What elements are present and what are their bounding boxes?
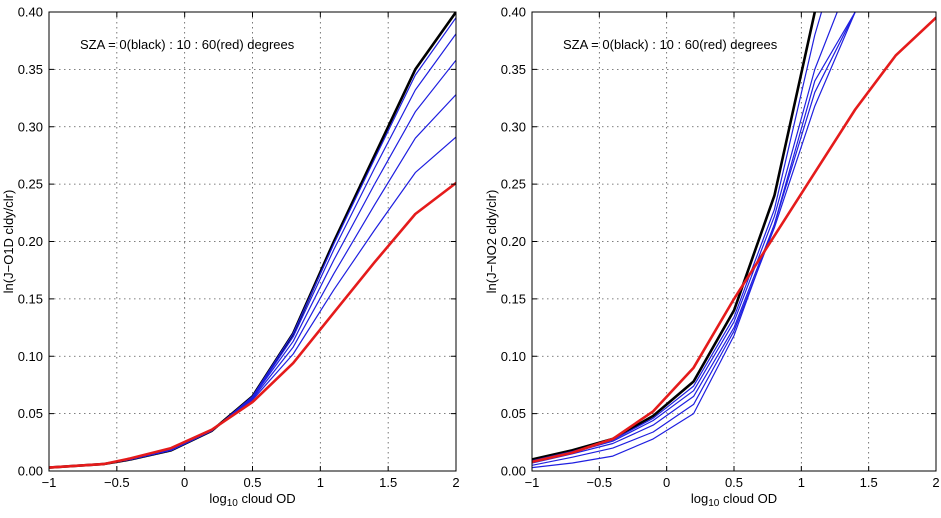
x-tick-label: 2: [932, 475, 939, 490]
x-tick-label: 1: [798, 475, 805, 490]
annotation-text: SZA = 0(black) : 10 : 60(red) degrees: [80, 37, 295, 52]
x-tick-label: 0: [181, 475, 188, 490]
y-tick-label: 0.30: [501, 119, 526, 134]
x-axis-label: log10 cloud OD: [209, 491, 295, 509]
y-axis-label: ln(J−O1D cldy/clr): [1, 190, 16, 294]
x-tick-label: 0.5: [725, 475, 743, 490]
series-line: [532, 12, 856, 469]
annotation-text: SZA = 0(black) : 10 : 60(red) degrees: [563, 37, 778, 52]
y-tick-label: 0.30: [18, 119, 43, 134]
y-tick-label: 0.05: [501, 406, 526, 421]
x-tick-label: −1: [42, 475, 57, 490]
x-tick-label: 2: [452, 475, 459, 490]
x-tick-label: −0.5: [104, 475, 130, 490]
y-tick-label: 0.15: [18, 291, 43, 306]
x-axis-label: log10 cloud OD: [691, 491, 777, 509]
series-line: [532, 12, 817, 461]
y-tick-label: 0.00: [18, 464, 43, 479]
series-line: [49, 181, 456, 469]
y-tick-label: 0.20: [501, 234, 526, 249]
chart-panel-right: −1 −0.5 0 0.5 1 1.5 2 0.00 0.05 0.10 0.15 0.20 0.25 0…: [484, 5, 940, 510]
series-line: [532, 12, 856, 466]
x-tick-label: 0: [663, 475, 670, 490]
series-group: [49, 12, 456, 469]
series-line: [532, 16, 936, 464]
x-tick-label: 1.5: [860, 475, 878, 490]
x-tick-label: −0.5: [586, 475, 612, 490]
x-tick-label: −1: [525, 475, 540, 490]
x-tick-label: 1: [317, 475, 324, 490]
y-tick-label: 0.35: [18, 62, 43, 77]
y-tick-label: 0.40: [18, 5, 43, 20]
series-group: [532, 12, 936, 469]
y-tick-label: 0.25: [18, 177, 43, 192]
y-tick-label: 0.00: [501, 464, 526, 479]
y-tick-label: 0.40: [501, 5, 526, 20]
y-tick-label: 0.15: [501, 291, 526, 306]
x-tick-label: 0.5: [243, 475, 261, 490]
y-tick-label: 0.25: [501, 177, 526, 192]
x-tick-label: 1.5: [379, 475, 397, 490]
y-tick-label: 0.10: [501, 349, 526, 364]
y-tick-label: 0.20: [18, 234, 43, 249]
y-tick-label: 0.05: [18, 406, 43, 421]
y-axis-label: ln(J−NO2 cldy/clr): [484, 190, 499, 294]
y-tick-label: 0.35: [501, 62, 526, 77]
chart-panel-left: −1 −0.5 0 0.5 1 1.5 2 0.00 0.05 0.10 0.15 0.20 0.25 0…: [1, 5, 460, 510]
series-line: [532, 12, 856, 464]
y-tick-label: 0.10: [18, 349, 43, 364]
